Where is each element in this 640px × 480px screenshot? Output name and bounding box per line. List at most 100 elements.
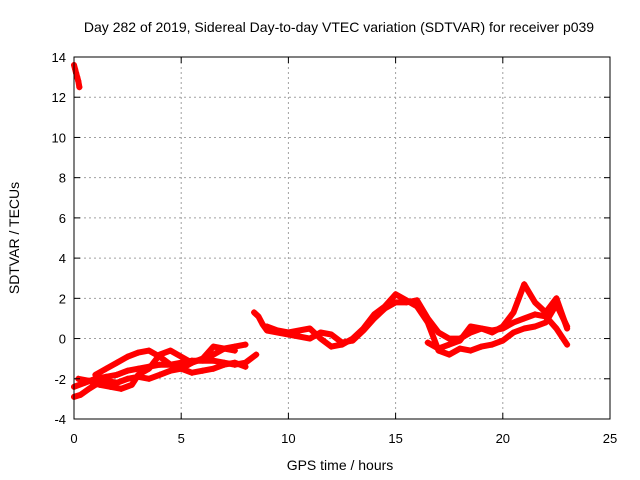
chart-title: Day 282 of 2019, Sidereal Day-to-day VTE… (84, 19, 594, 35)
data-point (255, 313, 262, 320)
data-point (135, 349, 142, 356)
data-point (242, 363, 249, 370)
data-point (521, 315, 528, 322)
data-point (178, 365, 185, 372)
data-point (360, 325, 367, 332)
data-point (146, 375, 153, 382)
plot-frame (73, 56, 611, 420)
data-point (263, 323, 270, 330)
y-tick-label: 14 (52, 50, 66, 65)
data-point (156, 361, 163, 368)
y-tick-label: 10 (52, 130, 66, 145)
data-point (113, 359, 120, 366)
data-point (531, 323, 538, 330)
data-point (75, 78, 82, 85)
data-point (381, 303, 388, 310)
y-tick-label: 8 (59, 171, 66, 186)
data-point (467, 347, 474, 354)
data-point (296, 333, 303, 340)
y-tick-label: -2 (54, 372, 66, 387)
data-point (564, 341, 571, 348)
data-point (456, 337, 463, 344)
data-point (553, 325, 560, 332)
data-point (274, 327, 281, 334)
data-point (167, 361, 174, 368)
data-point (103, 365, 110, 372)
data-point (414, 297, 421, 304)
data-point (446, 351, 453, 358)
data-point (221, 345, 228, 352)
x-tick-label: 25 (603, 431, 617, 446)
data-point (306, 325, 313, 332)
data-point (178, 353, 185, 360)
data-point (339, 341, 345, 348)
data-point (349, 335, 356, 342)
data-point (259, 321, 266, 328)
x-tick-label: 0 (70, 431, 77, 446)
data-point (135, 365, 142, 372)
x-tick-label: 15 (388, 431, 402, 446)
y-tick-label: -4 (54, 412, 66, 427)
data-point (210, 343, 217, 350)
data-point (414, 303, 421, 310)
data-point (306, 335, 313, 342)
y-tick-label: 2 (59, 291, 66, 306)
data-point (188, 359, 195, 366)
x-axis-label: GPS time / hours (287, 457, 394, 473)
series-band (75, 343, 238, 392)
data-point (242, 341, 249, 348)
data-point (467, 323, 474, 330)
data-point (371, 311, 378, 318)
data-point (251, 309, 258, 316)
series-band (251, 297, 571, 348)
series-track-d (92, 347, 249, 378)
data-point (167, 347, 174, 354)
data-point (76, 84, 83, 91)
data-point (499, 323, 506, 330)
y-axis-label: SDTVAR / TECUs (6, 182, 22, 294)
data-point (253, 351, 260, 358)
data-point (510, 329, 517, 336)
data-point (285, 329, 292, 336)
data-point (128, 381, 135, 388)
data-point (521, 281, 528, 288)
series-band (264, 291, 571, 358)
data-point (553, 295, 560, 302)
data-point (188, 369, 195, 376)
data-point (86, 385, 93, 392)
data-point (96, 381, 103, 388)
data-point (489, 341, 496, 348)
x-axis-ticks: 0 5 10 15 20 25 (70, 57, 617, 446)
data-point (210, 357, 217, 364)
data-point (124, 375, 131, 382)
data-point (531, 299, 538, 306)
data-point (124, 367, 131, 374)
data-point (199, 367, 206, 374)
data-point (510, 309, 517, 316)
data-point (107, 383, 114, 390)
data-point (296, 327, 303, 334)
data-point (135, 371, 142, 378)
data-point (317, 335, 324, 342)
data-point (199, 355, 206, 362)
data-point (167, 367, 174, 374)
data-point (328, 331, 335, 338)
data-point (435, 329, 442, 336)
data-point (392, 299, 399, 306)
data-point (531, 311, 538, 318)
x-tick-label: 10 (281, 431, 295, 446)
x-tick-label: 20 (496, 431, 510, 446)
data-point (146, 347, 153, 354)
data-point (392, 291, 399, 298)
data-point (118, 385, 125, 392)
data-point (231, 347, 238, 354)
data-point (510, 319, 517, 326)
data-point (403, 297, 410, 304)
data-point (542, 319, 549, 326)
data-point (124, 353, 131, 360)
y-axis-ticks: -4 -2 0 2 4 6 8 10 12 14 (52, 50, 610, 427)
data-point (424, 339, 431, 346)
data-point (113, 371, 120, 378)
data-point (328, 343, 335, 350)
